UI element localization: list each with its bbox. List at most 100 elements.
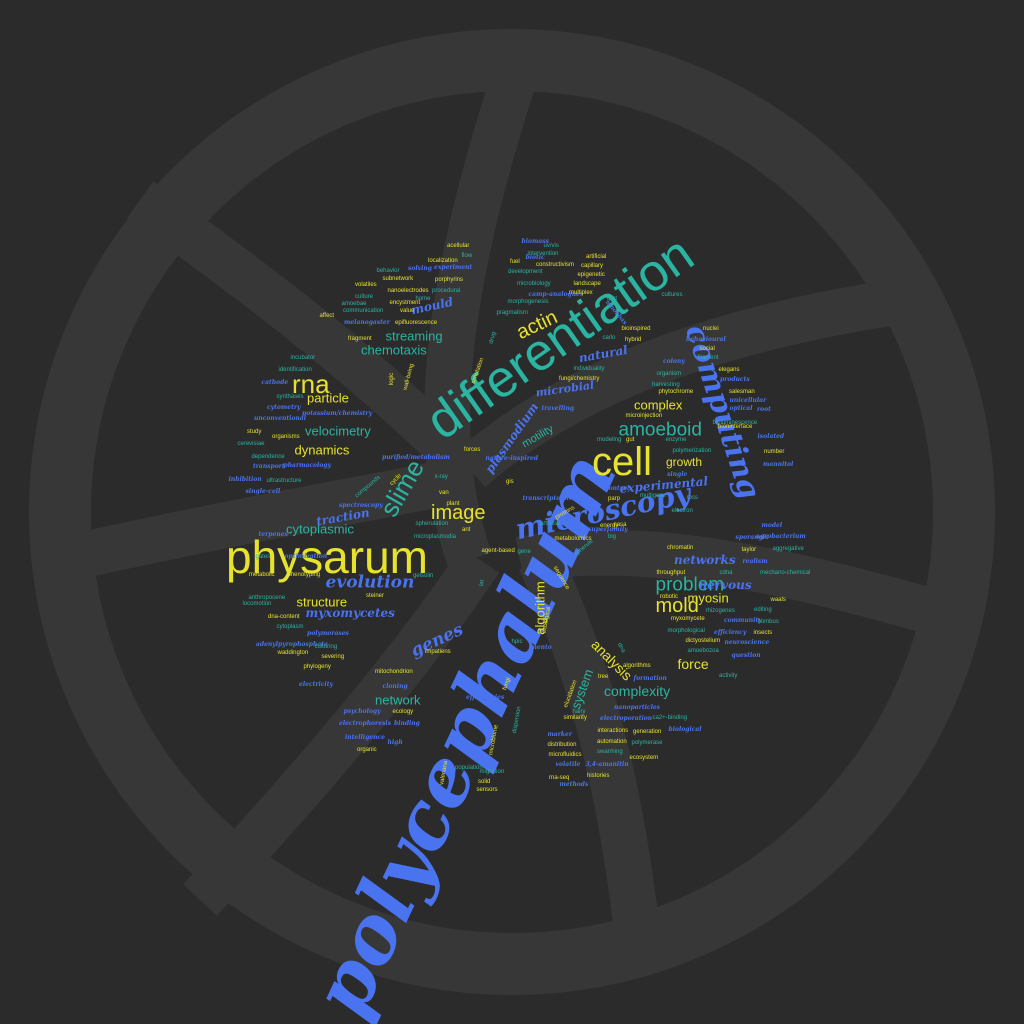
cloud-word-dependence: dependence [251,454,285,460]
cloud-word-microplasmodia: microplasmodia [414,534,457,540]
cloud-word-van: van [439,490,449,496]
cloud-word-algorithms: algorithms [623,663,651,669]
cloud-word-energy: energy [600,523,619,529]
cloud-word-affect: affect [319,313,335,319]
cloud-word-high: high [387,739,403,746]
cloud-word-individuality: individuality [573,366,605,372]
cloud-word-activity: activity [719,673,738,679]
cloud-word-fuel: fuel [510,259,520,265]
cloud-word-fungi-chemistry: fungi/chemistry [559,376,600,382]
cloud-word-waddington: waddington [277,650,309,656]
cloud-word-organism: organism [656,371,682,377]
cloud-word-mento: mento [530,644,552,651]
cloud-word-microfluidics: microfluidics [548,752,582,758]
cloud-word-similarity: similarity [563,715,587,721]
cloud-word-ecology: ecology [392,709,414,715]
cloud-word-nervous: nervous [698,578,752,592]
cloud-word-salesman: salesman [729,389,755,395]
cloud-word-nuclei: nuclei [703,326,719,332]
cloud-word-realism: realism [742,558,768,565]
cloud-word-bombus: bombus [757,619,779,625]
cloud-word-filament: filament [697,355,719,361]
cloud-word-gmt: gmt [607,296,618,302]
cloud-word-ross: ross [686,495,698,501]
cloud-word-pragmatism: pragmatism [496,310,528,316]
cloud-word-nature-inspired: nature-inspired [485,455,539,462]
cloud-word-velocimetry: velocimetry [305,423,371,439]
cloud-word-sensors: sensors [476,787,498,793]
cloud-word-study: study [247,429,262,435]
cloud-word-epigenetic: epigenetic [577,272,605,278]
cloud-word-efficiency: efficiency [714,629,747,636]
cloud-word-encystment: encystment [389,300,421,306]
cloud-word-metabolic: metabolic [249,572,275,578]
cloud-word-aggregative: aggregative [772,546,804,552]
cloud-word-procedural: procedural [432,288,461,294]
cloud-word-behavioural: behavioural [686,336,726,343]
cloud-word-mitochondrion: mitochondrion [375,669,413,675]
cloud-word-growth: growth [666,455,703,469]
cloud-word-enzyme: enzyme [665,437,687,443]
cloud-word-value: value [400,308,415,314]
cloud-word-transcriptomics: transcriptomics [522,495,576,502]
cloud-word-biological: biological [668,726,702,733]
cloud-word-streaming: streaming [385,328,443,344]
cloud-word-metabolomics: metabolomics [554,536,592,542]
cloud-word-robotic: robotic [660,594,679,600]
cloud-word-generation: generation [633,729,662,735]
cloud-word-model: model [761,522,783,529]
cloud-word-cdna: cdna [719,570,733,576]
cloud-word-uv-vis: uv/vis [543,243,559,249]
cloud-word-potassium-chemistry: potassium/chemistry [302,410,373,417]
cloud-word-gene: gene [517,549,531,555]
cloud-word-dictyostelium: dictyostelium [685,638,721,644]
cloud-word-methods: methods [559,781,589,788]
cloud-word-formation: formation [633,675,667,682]
cloud-word-cerevisiae: cerevisiae [237,441,265,447]
cloud-word-solving: solving [408,265,432,272]
cloud-word-localization: localization [428,258,458,264]
cloud-word-force: force [677,656,709,672]
cloud-word-taylor: taylor [741,547,757,553]
cloud-word-interactions: interactions [597,728,629,734]
cloud-word-flow: flow [461,253,473,259]
cloud-word-single: single [667,471,688,478]
cloud-word-cathode: cathode [261,379,289,386]
cloud-word-electricity: electricity [299,681,333,688]
cloud-word-bioinspired: bioinspired [621,326,651,332]
cloud-word-polymerase: polymerase [631,740,663,746]
cloud-word-agrobacterium: agrobacterium [756,533,806,540]
cloud-word-control: control [605,485,630,492]
cloud-word-multiplex: multiplex [569,290,593,296]
cloud-word-isolated: isolated [757,433,785,440]
cloud-word-nasa: nasa [613,522,627,528]
cloud-word-cytoplasm: cytoplasm [276,624,304,630]
cloud-word-electroporation: electroporation [600,715,653,722]
cloud-word-superfamily: superfamily [588,526,628,533]
cloud-word-migration: migration [479,769,505,775]
cloud-word-unconventional: unconventional [254,415,306,422]
cloud-word-intervention: intervention [527,251,559,257]
cloud-word-ca2-binding: ca2+-binding [652,715,688,721]
cloud-word-rna: rna [292,369,330,399]
cloud-word-constructivism: constructivism [536,262,575,268]
cloud-word-locomotion: locomotion [242,601,272,607]
cloud-word-pharmacology: pharmacology [283,462,331,469]
cloud-word-behavior: behavior [376,268,400,274]
cloud-word-cloning: cloning [382,683,408,690]
cloud-word-evolution: evolution [325,572,415,593]
cloud-word-amoebae: amoebae [341,301,367,307]
cloud-word-biomass: biomass [521,238,549,245]
cloud-word-severing: severing [321,654,345,660]
cloud-word-modeling: modeling [597,437,622,443]
cloud-word-psychology: psychology [343,708,381,715]
cloud-word-unicellular: unicellular [729,397,767,404]
cloud-word-efficiencies: efficiencies [466,694,505,701]
cloud-word-transport: transport [253,463,285,470]
cloud-word-root: root [757,406,771,413]
cloud-word-impatiens: impatiens [425,649,451,655]
cloud-word-volatiles: volatiles [355,282,377,288]
cloud-word-amoebozoa: amoebozoa [687,648,719,654]
cloud-word-hybrid: hybrid [625,337,642,343]
